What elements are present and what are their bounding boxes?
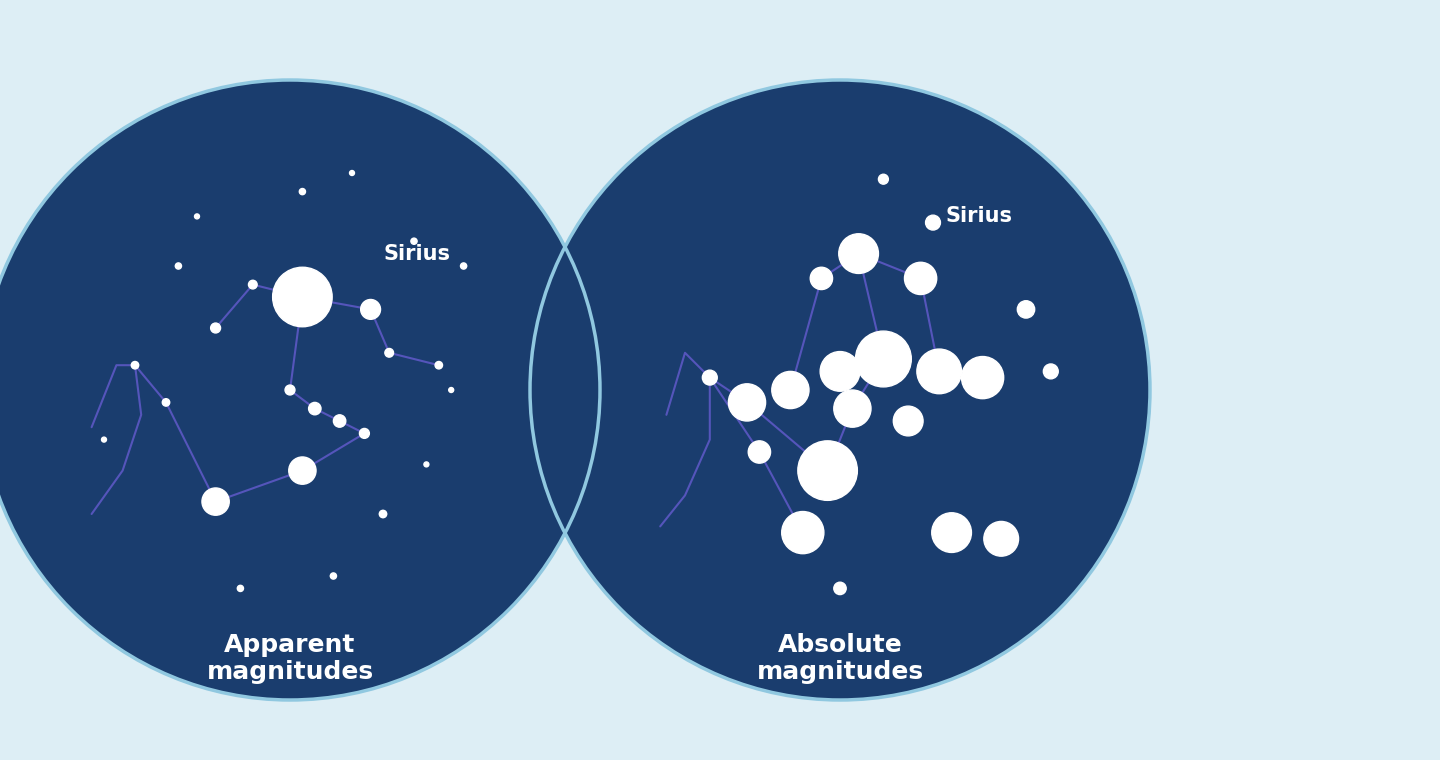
Circle shape: [210, 323, 220, 333]
Circle shape: [811, 268, 832, 290]
Circle shape: [1017, 301, 1035, 318]
Circle shape: [962, 356, 1004, 399]
Circle shape: [350, 170, 354, 176]
Circle shape: [984, 521, 1018, 556]
Circle shape: [202, 488, 229, 515]
Circle shape: [101, 437, 107, 442]
Circle shape: [410, 238, 418, 244]
Text: Sirius: Sirius: [946, 207, 1012, 226]
Circle shape: [423, 462, 429, 467]
Circle shape: [285, 385, 295, 395]
Circle shape: [834, 390, 871, 427]
Circle shape: [917, 349, 962, 394]
Circle shape: [300, 188, 305, 195]
Circle shape: [0, 80, 600, 700]
Circle shape: [821, 352, 860, 391]
Text: Apparent: Apparent: [225, 633, 356, 657]
Text: magnitudes: magnitudes: [206, 660, 373, 684]
Circle shape: [194, 214, 200, 219]
Circle shape: [289, 457, 315, 484]
Text: Absolute: Absolute: [778, 633, 903, 657]
Circle shape: [926, 215, 940, 230]
Circle shape: [530, 80, 1151, 700]
Circle shape: [238, 585, 243, 591]
Circle shape: [379, 510, 387, 518]
Circle shape: [878, 174, 888, 184]
Circle shape: [360, 299, 380, 319]
Circle shape: [893, 406, 923, 436]
Circle shape: [932, 513, 972, 553]
Text: magnitudes: magnitudes: [756, 660, 923, 684]
Circle shape: [330, 573, 337, 579]
Circle shape: [1044, 364, 1058, 378]
Circle shape: [838, 234, 878, 274]
Circle shape: [798, 441, 857, 500]
Circle shape: [308, 402, 321, 415]
Circle shape: [461, 263, 467, 269]
Circle shape: [834, 582, 847, 594]
Circle shape: [904, 262, 937, 295]
Circle shape: [749, 441, 770, 463]
Text: Sirius: Sirius: [383, 244, 451, 264]
Circle shape: [360, 429, 369, 439]
Circle shape: [729, 384, 766, 421]
Circle shape: [334, 415, 346, 427]
Circle shape: [782, 511, 824, 554]
Circle shape: [131, 362, 138, 369]
Circle shape: [163, 399, 170, 406]
Circle shape: [384, 348, 393, 357]
Circle shape: [272, 268, 333, 327]
Circle shape: [435, 362, 442, 369]
Circle shape: [249, 280, 258, 289]
Circle shape: [855, 331, 912, 387]
Circle shape: [703, 370, 717, 385]
Circle shape: [772, 372, 809, 409]
Circle shape: [176, 263, 181, 269]
Circle shape: [449, 388, 454, 392]
